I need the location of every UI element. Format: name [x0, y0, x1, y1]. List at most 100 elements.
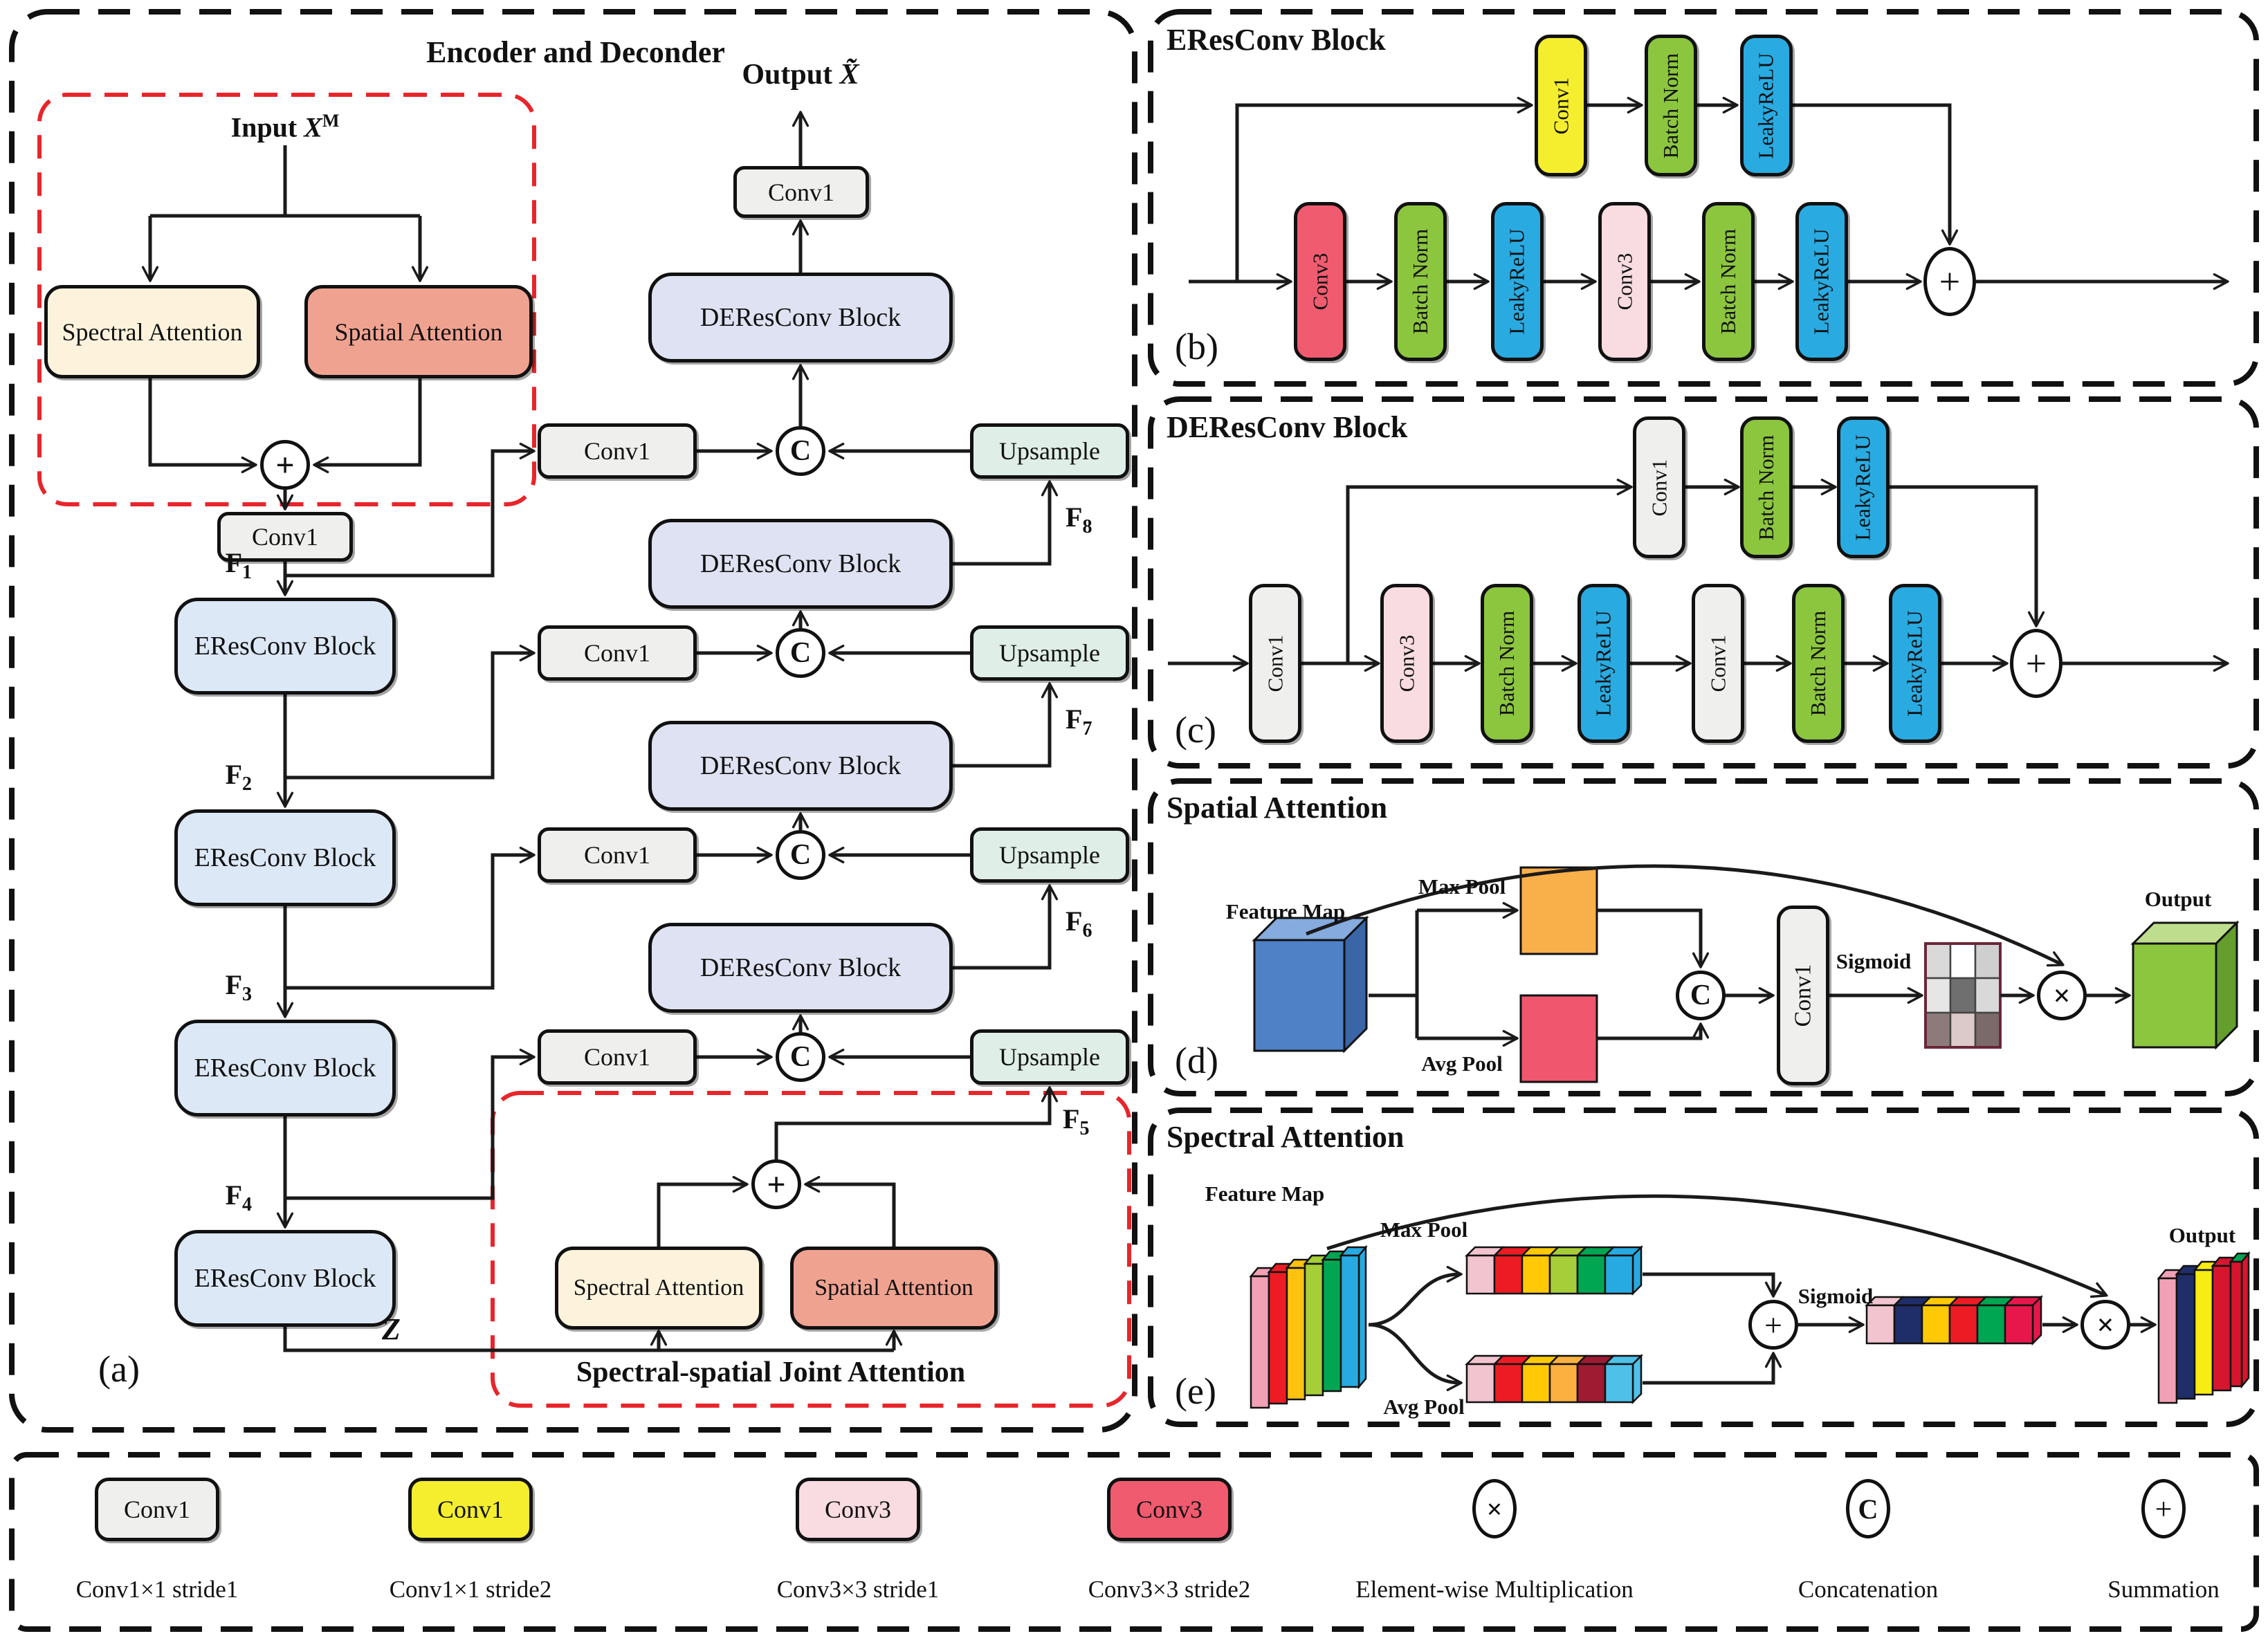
eresconv-block-4: EResConv Block: [174, 1230, 396, 1327]
panel-d-border: [1148, 778, 2259, 1096]
batch-norm-box: Batch Norm: [1702, 202, 1755, 361]
panel-c-letter: (c): [1175, 709, 1216, 751]
panel-encoder-decoder: Encoder and Deconder Input XM Output X̃ …: [8, 8, 1138, 1433]
multiply-circle: ×: [2037, 971, 2087, 1020]
conv1-box: Conv1: [1692, 584, 1744, 743]
input-label: Input XM: [230, 111, 340, 143]
skip-conv1-row1: Conv1: [538, 423, 697, 479]
leaky-relu-box: LeakyReLU: [1577, 584, 1630, 743]
output-label: Output: [2168, 1223, 2236, 1247]
concat-circle-row2: C: [776, 628, 825, 678]
legend-conv1-stride1-desc: Conv1×1 stride1: [75, 1576, 239, 1603]
conv1-box: Conv1: [1633, 416, 1685, 558]
panel-c-border: [1148, 396, 2259, 769]
feature-map-label: Feature Map: [1225, 899, 1346, 923]
upsample-row3: Upsample: [970, 827, 1129, 883]
sum-circle: +: [2010, 629, 2063, 698]
upsample-row1: Upsample: [970, 423, 1129, 479]
panel-spatial-attention: Spatial Attention Feature Map Max Pool A…: [1147, 778, 2260, 1097]
output-cube: [2130, 920, 2240, 1050]
conv1-output: Conv1: [733, 166, 869, 218]
sigmoid-label: Sigmoid: [1836, 949, 1912, 973]
batch-norm-box: Batch Norm: [1394, 202, 1447, 361]
concat-circle-row4: C: [776, 1032, 825, 1082]
z-label: Z: [382, 1312, 401, 1346]
max-pool-strip: [1464, 1244, 1644, 1296]
panel-a-wires: [9, 9, 1137, 1433]
upsample-row2: Upsample: [970, 625, 1129, 681]
legend-conv3-stride2-desc: Conv3×3 stride2: [1088, 1576, 1251, 1603]
panel-d-wires: [1148, 778, 2259, 1096]
panel-d-title: Spatial Attention: [1167, 791, 1388, 825]
multiply-circle: ×: [2080, 1300, 2130, 1350]
panel-spectral-attention: Spectral Attention Feature Map Max Pool …: [1147, 1107, 2260, 1428]
legend-concat-symbol: C: [1846, 1479, 1890, 1538]
panel-c-title: DEResConv Block: [1167, 410, 1408, 444]
panel-a-border: [9, 9, 1137, 1433]
f3-label: F3: [225, 969, 252, 1005]
feature-map-label: Feature Map: [1205, 1182, 1325, 1206]
legend-border-svg: [9, 1452, 2259, 1632]
leaky-relu-box: LeakyReLU: [1889, 584, 1941, 743]
conv1-box: Conv1: [1777, 906, 1829, 1085]
leaky-relu-box: LeakyReLU: [1837, 416, 1890, 558]
skip-conv1-row2: Conv1: [538, 625, 697, 681]
f8-label: F8: [1066, 502, 1092, 537]
panel-a-title: Encoder and Deconder: [426, 35, 725, 69]
sigmoid-strip: [1864, 1294, 2044, 1346]
eresconv-block-2: EResConv Block: [174, 809, 396, 906]
batch-norm-box: Batch Norm: [1481, 584, 1533, 743]
sum-circle: +: [1748, 1300, 1798, 1350]
f6-label: F6: [1066, 906, 1092, 941]
joint-attention-title: Spectral-spatial Joint Attention: [576, 1357, 966, 1388]
batch-norm-box: Batch Norm: [1792, 584, 1845, 743]
output-stack: [2157, 1251, 2251, 1404]
concat-circle: C: [1676, 971, 1726, 1020]
panel-e-border: [1148, 1107, 2259, 1427]
feature-map-cube: [1252, 915, 1369, 1054]
spatial-attention-block-top: Spatial Attention: [304, 285, 533, 378]
legend-multiply-desc: Element-wise Multiplication: [1355, 1576, 1634, 1603]
sum-circle: +: [1923, 247, 1976, 316]
f5-label: F5: [1063, 1103, 1090, 1139]
upsample-row4: Upsample: [970, 1029, 1129, 1085]
deresconv-block-f6: DEResConv Block: [648, 923, 953, 1013]
legend-conv1-stride2-desc: Conv1×1 stride2: [389, 1576, 552, 1603]
spatial-attention-block-joint: Spatial Attention: [790, 1247, 998, 1330]
batch-norm-box: Batch Norm: [1645, 35, 1697, 176]
leaky-relu-box: LeakyReLU: [1740, 35, 1793, 176]
legend: Conv1 Conv1×1 stride1 Conv1 Conv1×1 stri…: [8, 1451, 2260, 1633]
deresconv-block-f8: DEResConv Block: [648, 519, 953, 609]
panel-e-letter: (e): [1175, 1370, 1216, 1412]
legend-multiply-symbol: ×: [1472, 1479, 1517, 1538]
concat-circle-row3: C: [776, 830, 825, 880]
panel-a-letter: (a): [98, 1348, 140, 1390]
f1-label: F1: [225, 547, 252, 583]
panel-c-wires: [1148, 396, 2259, 769]
legend-concat-desc: Concatenation: [1798, 1576, 1939, 1603]
spectral-attention-block-top: Spectral Attention: [44, 285, 260, 378]
conv3-box: Conv3: [1294, 202, 1346, 361]
conv1-box: Conv1: [1249, 584, 1301, 743]
eresconv-block-3: EResConv Block: [174, 1020, 396, 1116]
leaky-relu-box: LeakyReLU: [1491, 202, 1544, 361]
panel-eresconv-block: EResConv Block Conv1 Batch Norm LeakyReL…: [1147, 8, 2260, 387]
conv3-box: Conv3: [1598, 202, 1651, 361]
panel-b-title: EResConv Block: [1167, 23, 1386, 57]
panel-e-wires: [1148, 1107, 2259, 1427]
legend-conv3-stride1-box: Conv3: [796, 1478, 920, 1541]
legend-conv1-stride2-box: Conv1: [408, 1478, 533, 1541]
legend-border: [9, 1452, 2259, 1632]
feature-map-stack: [1249, 1244, 1368, 1409]
leaky-relu-box: LeakyReLU: [1795, 202, 1848, 361]
avg-pool-strip: [1464, 1353, 1644, 1405]
skip-conv1-row3: Conv1: [538, 827, 697, 883]
legend-conv3-stride1-desc: Conv3×3 stride1: [776, 1576, 940, 1603]
f2-label: F2: [225, 759, 252, 795]
max-pool-label: Max Pool: [1418, 874, 1506, 899]
eresconv-block-1: EResConv Block: [174, 598, 396, 695]
joint-attention-red-box: [491, 1091, 1131, 1408]
avg-pool-label: Avg Pool: [1421, 1051, 1503, 1076]
panel-deresconv-block: DEResConv Block Conv1 Batch Norm LeakyRe…: [1147, 396, 2260, 769]
